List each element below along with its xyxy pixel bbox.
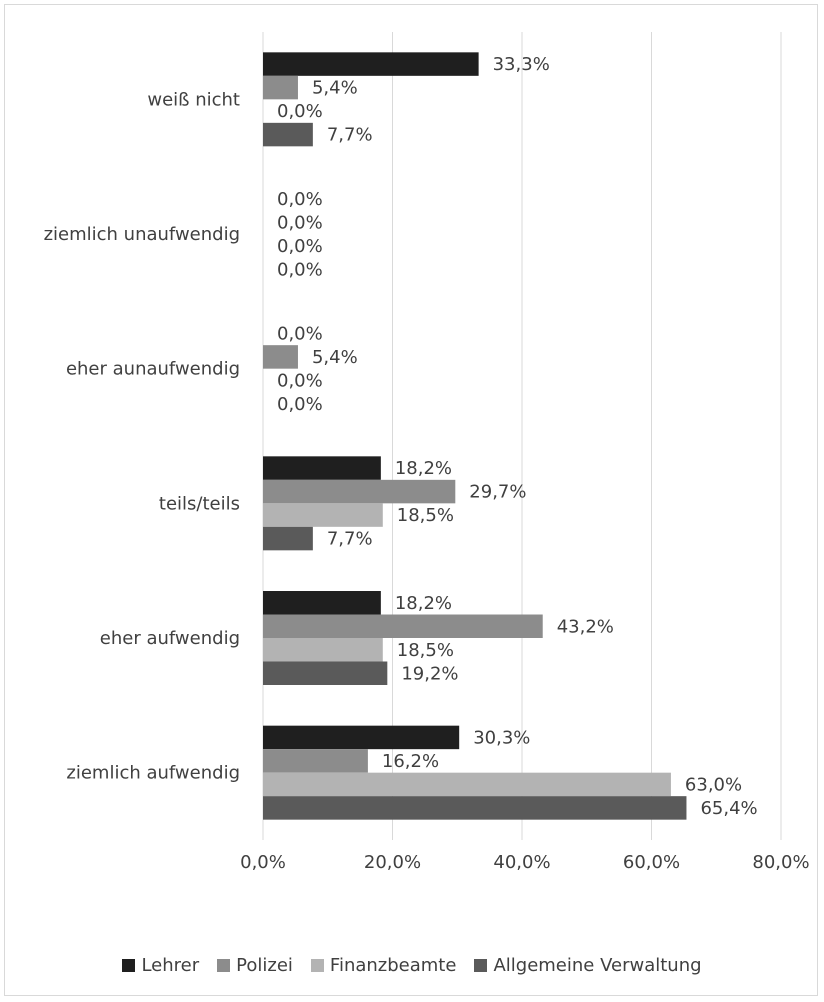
data-label: 18,5%: [397, 505, 454, 526]
data-label: 5,4%: [312, 78, 358, 99]
category-label: ziemlich aufwendig: [66, 763, 240, 784]
x-tick-label: 80,0%: [752, 852, 809, 873]
data-label: 7,7%: [327, 125, 373, 146]
data-label: 16,2%: [382, 751, 439, 772]
data-label: 0,0%: [277, 236, 323, 257]
data-label: 43,2%: [557, 616, 614, 637]
data-label: 65,4%: [700, 798, 757, 819]
category-label: eher aufwendig: [100, 628, 240, 649]
bar-allgemeine-verwaltung: [263, 661, 388, 685]
bar-lehrer: [263, 591, 381, 615]
x-tick-label: 0,0%: [240, 852, 286, 873]
data-label: 0,0%: [277, 394, 323, 415]
data-label: 0,0%: [277, 323, 323, 344]
data-label: 33,3%: [493, 54, 550, 75]
legend-label: Polizei: [236, 955, 293, 976]
category-label: weiß nicht: [147, 89, 240, 110]
bar-allgemeine-verwaltung: [263, 796, 687, 820]
data-label: 63,0%: [685, 774, 742, 795]
bar-polizei: [263, 749, 368, 773]
x-tick-label: 20,0%: [364, 852, 421, 873]
legend: Lehrer Polizei Finanzbeamte Allgemeine Verw…: [0, 955, 824, 976]
category-label: eher aunaufwendig: [66, 359, 240, 380]
category-label: teils/teils: [159, 493, 240, 514]
data-label: 0,0%: [277, 101, 323, 122]
legend-item: Finanzbeamte: [310, 955, 457, 976]
data-label: 0,0%: [277, 370, 323, 391]
bar-polizei: [263, 75, 298, 100]
bar-finanzbeamte: [263, 503, 383, 527]
bar-allgemeine-verwaltung: [263, 526, 313, 551]
bar-polizei: [263, 479, 456, 504]
data-label: 0,0%: [277, 189, 323, 210]
data-label: 19,2%: [401, 663, 458, 684]
data-label: 18,2%: [395, 458, 452, 479]
bar-polizei: [263, 614, 543, 638]
bar-polizei: [263, 345, 298, 369]
gridlines: [262, 32, 782, 840]
data-label: 0,0%: [277, 212, 323, 233]
x-tick-labels: 0,0% 20,0% 40,0% 60,0% 80,0%: [240, 852, 809, 873]
legend-label: Finanzbeamte: [329, 955, 457, 976]
data-label: 0,0%: [277, 259, 323, 280]
data-label: 5,4%: [312, 347, 358, 368]
legend-label: Lehrer: [141, 955, 200, 976]
data-label: 30,3%: [473, 727, 530, 748]
legend-item: Allgemeine Verwaltung: [474, 955, 702, 976]
legend-swatch: [474, 959, 488, 972]
data-label: 7,7%: [327, 529, 373, 550]
bar-lehrer: [263, 456, 381, 480]
data-label: 18,2%: [395, 593, 452, 614]
legend-item: Polizei: [217, 955, 293, 976]
bar-lehrer: [263, 52, 479, 76]
x-tick-label: 60,0%: [623, 852, 680, 873]
x-tick-label: 40,0%: [493, 852, 550, 873]
bar-allgemeine-verwaltung: [263, 122, 313, 147]
legend-swatch: [310, 959, 324, 972]
category-label: ziemlich unaufwendig: [44, 224, 240, 245]
bar-finanzbeamte: [263, 772, 671, 797]
data-label: 18,5%: [397, 640, 454, 661]
legend-item: Lehrer: [122, 955, 199, 976]
legend-swatch: [122, 959, 136, 972]
legend-label: Allgemeine Verwaltung: [493, 955, 702, 976]
bar-finanzbeamte: [263, 638, 383, 662]
data-label: 29,7%: [469, 482, 526, 503]
bar-lehrer: [263, 725, 460, 750]
bars: [263, 52, 687, 820]
category-labels: weiß nicht ziemlich unaufwendig eher aunau…: [44, 89, 240, 783]
legend-swatch: [217, 959, 231, 972]
data-labels: 33,3%5,4%0,0%7,7%0,0%0,0%0,0%0,0%0,0%5,4…: [277, 54, 758, 819]
